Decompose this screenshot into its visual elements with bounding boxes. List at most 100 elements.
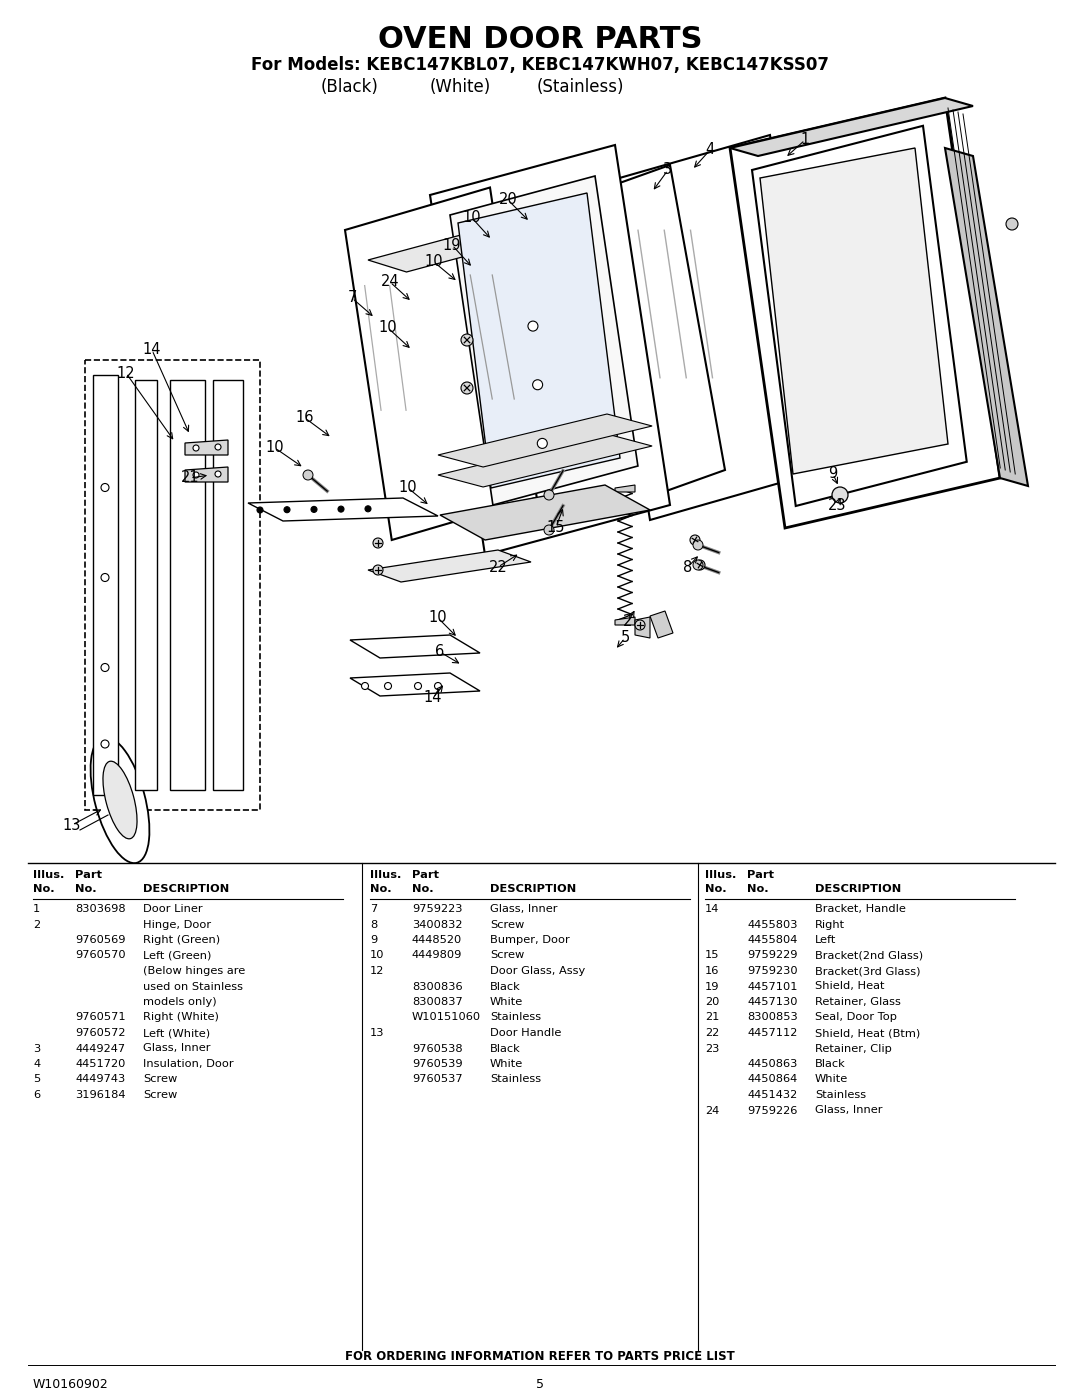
Text: 19: 19 <box>443 237 461 253</box>
Text: White: White <box>490 1059 523 1069</box>
Text: Screw: Screw <box>490 950 524 961</box>
Text: 14: 14 <box>143 342 161 358</box>
Text: Insulation, Door: Insulation, Door <box>143 1059 233 1069</box>
Circle shape <box>461 334 473 346</box>
Text: Glass, Inner: Glass, Inner <box>815 1105 882 1115</box>
Text: Right: Right <box>815 919 846 929</box>
Text: Door Handle: Door Handle <box>490 1028 562 1038</box>
Circle shape <box>193 472 199 478</box>
Polygon shape <box>440 485 650 541</box>
Text: 5: 5 <box>536 1379 544 1391</box>
Text: Black: Black <box>490 1044 521 1053</box>
Text: 9760570: 9760570 <box>75 950 125 961</box>
Text: Left (Green): Left (Green) <box>143 950 212 961</box>
Polygon shape <box>430 145 670 555</box>
Text: For Models: KEBC147KBL07, KEBC147KWH07, KEBC147KSS07: For Models: KEBC147KBL07, KEBC147KWH07, … <box>251 56 829 74</box>
Text: 10: 10 <box>370 950 384 961</box>
Text: 9760539: 9760539 <box>411 1059 462 1069</box>
Circle shape <box>102 574 109 581</box>
Text: 9760537: 9760537 <box>411 1074 462 1084</box>
Text: 4455803: 4455803 <box>747 919 797 929</box>
Circle shape <box>102 740 109 747</box>
Text: 9760569: 9760569 <box>75 935 125 944</box>
Ellipse shape <box>91 736 149 863</box>
Text: 7: 7 <box>348 291 356 306</box>
Circle shape <box>528 321 538 331</box>
Text: Hinge, Door: Hinge, Door <box>143 919 211 929</box>
Circle shape <box>832 488 848 503</box>
Text: 10: 10 <box>379 320 397 335</box>
Text: 20: 20 <box>499 193 517 208</box>
Circle shape <box>690 535 700 545</box>
Circle shape <box>311 506 318 513</box>
Text: 8300853: 8300853 <box>747 1013 798 1023</box>
Text: models only): models only) <box>143 997 217 1007</box>
Text: 21: 21 <box>180 471 200 486</box>
Text: 19: 19 <box>705 982 719 992</box>
Circle shape <box>257 507 264 513</box>
Polygon shape <box>595 136 825 520</box>
Text: 4455804: 4455804 <box>747 935 797 944</box>
Text: Stainless: Stainless <box>490 1013 541 1023</box>
Text: Black: Black <box>815 1059 846 1069</box>
Text: 8: 8 <box>370 919 377 929</box>
Text: Illus.: Illus. <box>370 870 402 880</box>
Circle shape <box>102 664 109 672</box>
Text: Part: Part <box>411 870 438 880</box>
Text: W10151060: W10151060 <box>411 1013 481 1023</box>
Text: 4451432: 4451432 <box>747 1090 797 1099</box>
Text: White: White <box>490 997 523 1007</box>
Polygon shape <box>530 165 725 520</box>
Text: Black: Black <box>490 982 521 992</box>
Text: 4: 4 <box>33 1059 40 1069</box>
Text: 2: 2 <box>33 919 40 929</box>
Text: Right (White): Right (White) <box>143 1013 219 1023</box>
Text: (Stainless): (Stainless) <box>537 78 624 96</box>
Text: Part: Part <box>75 870 102 880</box>
Text: 4450863: 4450863 <box>747 1059 797 1069</box>
Polygon shape <box>368 550 531 583</box>
Text: 21: 21 <box>705 1013 719 1023</box>
Circle shape <box>362 683 368 690</box>
Text: 14: 14 <box>705 904 719 914</box>
Text: 24: 24 <box>705 1105 719 1115</box>
Text: 4448520: 4448520 <box>411 935 462 944</box>
Text: 8: 8 <box>684 560 692 574</box>
Text: 20: 20 <box>705 997 719 1007</box>
Polygon shape <box>438 434 652 488</box>
Text: (Below hinges are: (Below hinges are <box>143 965 245 977</box>
Text: 6: 6 <box>435 644 445 659</box>
Text: (White): (White) <box>430 78 490 96</box>
Text: 22: 22 <box>488 560 508 574</box>
Polygon shape <box>458 193 620 488</box>
Text: 3: 3 <box>663 162 673 177</box>
Circle shape <box>635 620 645 630</box>
Circle shape <box>696 560 705 570</box>
Polygon shape <box>350 673 480 696</box>
Text: 1: 1 <box>33 904 40 914</box>
Text: Retainer, Glass: Retainer, Glass <box>815 997 901 1007</box>
Text: Glass, Inner: Glass, Inner <box>490 904 557 914</box>
Text: 10: 10 <box>399 481 417 496</box>
Text: 1: 1 <box>800 133 810 148</box>
Polygon shape <box>650 610 673 638</box>
Text: DESCRIPTION: DESCRIPTION <box>815 884 901 894</box>
Circle shape <box>1005 218 1018 231</box>
Text: White: White <box>815 1074 848 1084</box>
Text: 4449743: 4449743 <box>75 1074 125 1084</box>
Circle shape <box>102 483 109 492</box>
Text: used on Stainless: used on Stainless <box>143 982 243 992</box>
Text: Retainer, Clip: Retainer, Clip <box>815 1044 892 1053</box>
Text: W10160902: W10160902 <box>33 1379 109 1391</box>
Text: 23: 23 <box>827 497 847 513</box>
Circle shape <box>215 444 221 450</box>
Text: 24: 24 <box>380 274 400 289</box>
Text: Shield, Heat (Btm): Shield, Heat (Btm) <box>815 1028 920 1038</box>
Text: DESCRIPTION: DESCRIPTION <box>143 884 229 894</box>
Text: Screw: Screw <box>490 919 524 929</box>
Text: 10: 10 <box>462 211 482 225</box>
Text: No.: No. <box>705 884 727 894</box>
Text: Shield, Heat: Shield, Heat <box>815 982 885 992</box>
Text: Screw: Screw <box>143 1074 177 1084</box>
Text: 9759223: 9759223 <box>411 904 462 914</box>
